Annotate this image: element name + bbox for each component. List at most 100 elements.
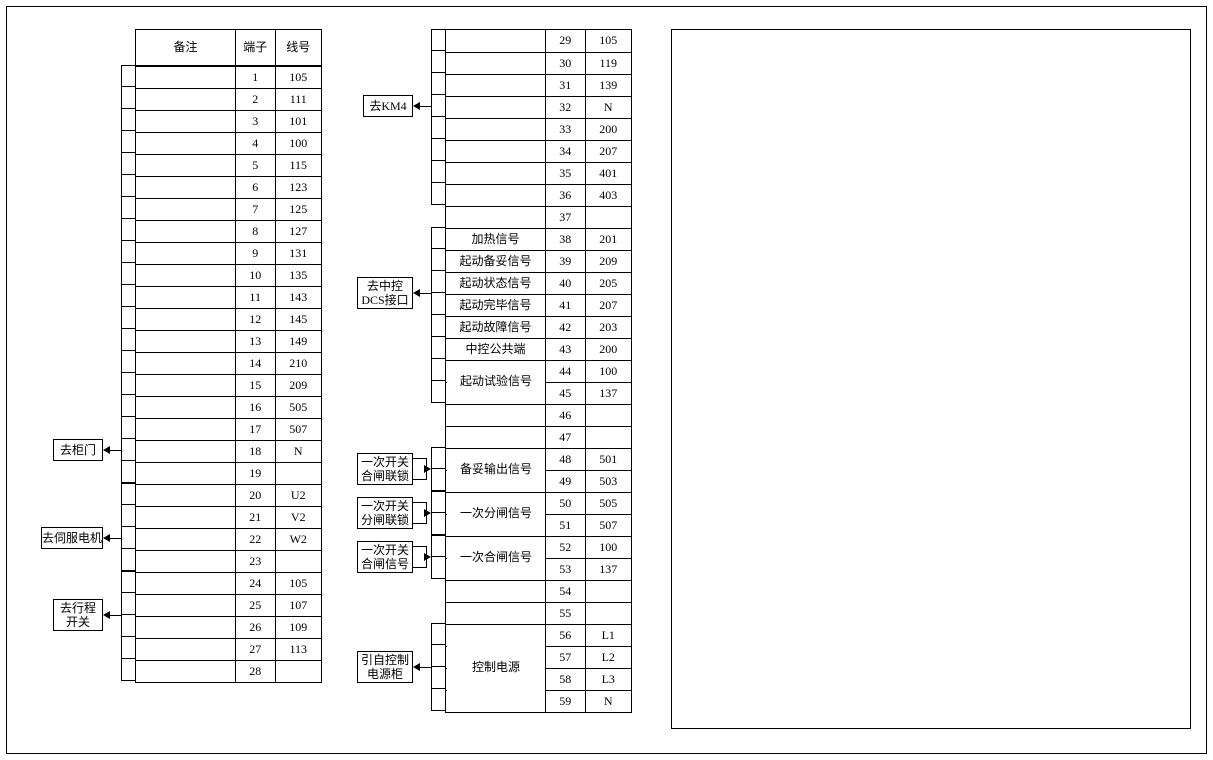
- connector-tick: [121, 65, 135, 87]
- table-row: 32N: [446, 96, 631, 118]
- table-row: 13149: [136, 330, 321, 352]
- connector-tick: [121, 175, 135, 197]
- table-row: 30119: [446, 52, 631, 74]
- table-row: 15209: [136, 374, 321, 396]
- connector-tick: [121, 615, 135, 637]
- table-row: 55: [446, 602, 631, 624]
- table-row: 49503: [446, 470, 631, 492]
- table-row: 58L3: [446, 668, 631, 690]
- table-row: 33200: [446, 118, 631, 140]
- connector-tick: [431, 29, 445, 51]
- table-row: 45137: [446, 382, 631, 404]
- table-row: 34207: [446, 140, 631, 162]
- connector-tick: [121, 153, 135, 175]
- connector-label: 一次开关分闸联锁: [357, 497, 413, 529]
- table-row: 52100: [446, 536, 631, 558]
- table-row: 加热信号38201: [446, 228, 631, 250]
- table-row: 21V2: [136, 506, 321, 528]
- table-row: 35401: [446, 162, 631, 184]
- connector-tick: [431, 645, 445, 667]
- table-row: 1105: [136, 66, 321, 88]
- connector-tick: [431, 689, 445, 711]
- table-row: 5115: [136, 154, 321, 176]
- table-row: 7125: [136, 198, 321, 220]
- connector-tick: [431, 139, 445, 161]
- connector-tick: [431, 315, 445, 337]
- connector-tick: [431, 359, 445, 381]
- terminal-table-1: 备注端子线号1105211131014100511561237125812791…: [135, 29, 322, 683]
- connector-tick: [121, 549, 135, 571]
- table-row: 中控公共端43200: [446, 338, 631, 360]
- table-row: 54: [446, 580, 631, 602]
- connector-tick: [121, 505, 135, 527]
- connector-tick: [121, 329, 135, 351]
- table-row: 26109: [136, 616, 321, 638]
- connector-tick: [121, 483, 135, 505]
- connector-tick: [431, 183, 445, 205]
- table-row: 36403: [446, 184, 631, 206]
- connector-tick: [121, 197, 135, 219]
- table-row: 2111: [136, 88, 321, 110]
- connector-tick: [121, 395, 135, 417]
- table-row: 18N: [136, 440, 321, 462]
- connector-tick: [431, 227, 445, 249]
- connector-tick: [431, 161, 445, 183]
- connector-tick: [121, 87, 135, 109]
- connector-tick: [431, 447, 445, 469]
- connector-tick: [121, 373, 135, 395]
- connector-tick: [431, 271, 445, 293]
- connector-label: 引自控制电源柜: [357, 651, 413, 683]
- connector-tick: [431, 337, 445, 359]
- connector-label: 去行程开关: [53, 599, 103, 631]
- table-row: 27113: [136, 638, 321, 660]
- table-row: 6123: [136, 176, 321, 198]
- table-row: 起动状态信号40205: [446, 272, 631, 294]
- connector-tick: [431, 491, 445, 513]
- connector-tick: [431, 469, 445, 491]
- connector-tick: [121, 461, 135, 483]
- table-row: 10135: [136, 264, 321, 286]
- empty-frame: [671, 29, 1191, 729]
- table-row: 46: [446, 404, 631, 426]
- table-row: 17507: [136, 418, 321, 440]
- connector-tick: [121, 131, 135, 153]
- table1-header: 备注端子线号: [136, 30, 321, 66]
- connector-tick: [431, 249, 445, 271]
- connector-tick: [121, 593, 135, 615]
- table-row: 50505: [446, 492, 631, 514]
- connector-tick: [121, 241, 135, 263]
- connector-tick: [121, 219, 135, 241]
- table-row: 12145: [136, 308, 321, 330]
- table-row: 48501: [446, 448, 631, 470]
- connector-tick: [121, 439, 135, 461]
- table-row: 51507: [446, 514, 631, 536]
- connector-tick: [121, 307, 135, 329]
- table-row: 37: [446, 206, 631, 228]
- connector-tick: [121, 285, 135, 307]
- table-row: 11143: [136, 286, 321, 308]
- table-row: 47: [446, 426, 631, 448]
- connector-tick: [431, 95, 445, 117]
- connector-tick: [121, 109, 135, 131]
- table-row: 14210: [136, 352, 321, 374]
- connector-tick: [121, 351, 135, 373]
- connector-tick: [431, 117, 445, 139]
- connector-tick: [431, 535, 445, 557]
- connector-tick: [431, 623, 445, 645]
- table-row: 4100: [136, 132, 321, 154]
- connector-label: 去中控DCS接口: [357, 277, 413, 309]
- connector-label: 一次开关合闸信号: [357, 541, 413, 573]
- table-row: 59N: [446, 690, 631, 712]
- table-row: 57L2: [446, 646, 631, 668]
- connector-tick: [431, 381, 445, 403]
- table-row: 25107: [136, 594, 321, 616]
- table-row: 8127: [136, 220, 321, 242]
- table-row: 22W2: [136, 528, 321, 550]
- connector-tick: [431, 667, 445, 689]
- table-row: 19: [136, 462, 321, 484]
- connector-tick: [121, 263, 135, 285]
- table-row: 9131: [136, 242, 321, 264]
- table-row: 20U2: [136, 484, 321, 506]
- connector-label: 去KM4: [363, 95, 413, 117]
- connector-tick: [431, 513, 445, 535]
